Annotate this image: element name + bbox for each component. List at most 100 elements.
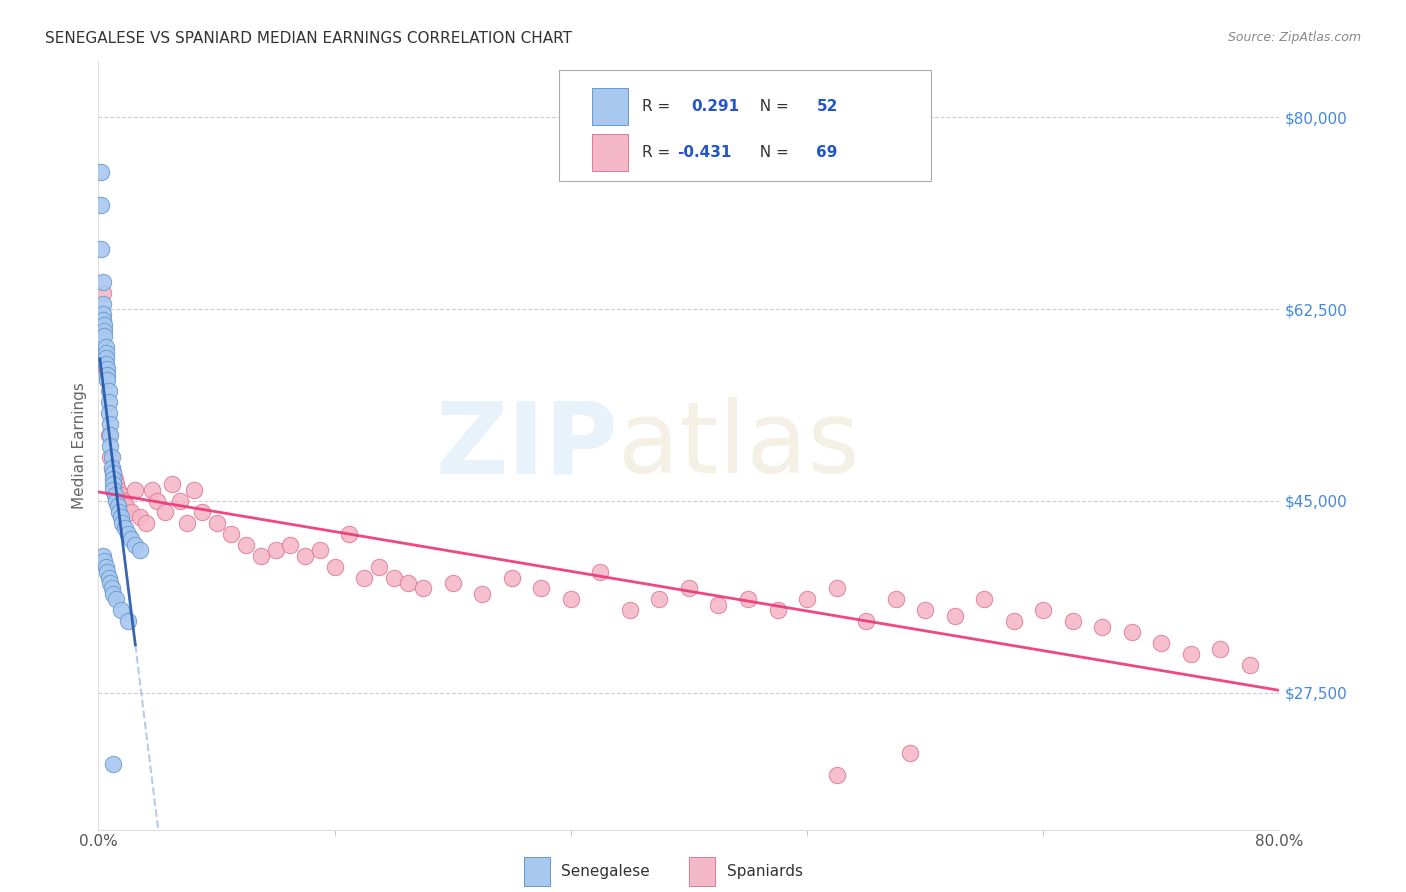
Point [353,570,375,584]
Point [250,549,273,563]
Point [96,373,118,387]
Point [103,477,125,491]
Point [128,510,150,524]
Point [280,538,302,552]
Point [104,472,127,486]
Text: Source: ZipAtlas.com: Source: ZipAtlas.com [1227,31,1361,45]
Point [309,543,332,558]
Point [323,559,346,574]
Point [108,505,131,519]
Point [91,313,114,327]
Point [825,768,848,782]
Point [97,395,120,409]
Point [141,483,163,497]
Point [103,756,125,771]
Point [124,483,146,497]
Point [91,549,114,563]
Point [103,483,125,497]
Point [1121,625,1143,640]
Point [471,587,494,601]
Point [619,603,641,617]
Point [973,592,995,607]
Point [94,559,117,574]
Point [98,417,121,431]
Point [93,554,115,568]
Point [124,538,146,552]
Point [98,428,121,442]
Point [1180,647,1202,661]
Point [766,603,789,617]
Point [93,324,115,338]
Point [382,570,405,584]
Point [368,559,391,574]
Point [796,592,818,607]
Y-axis label: Median Earnings: Median Earnings [72,383,87,509]
Point [191,505,214,519]
Point [104,488,127,502]
Point [1209,641,1232,656]
Point [97,384,120,399]
Point [97,406,120,420]
Point [1062,615,1084,629]
Point [107,483,129,497]
Point [1002,615,1025,629]
Text: R =: R = [641,145,675,160]
Point [100,461,122,475]
Point [398,576,420,591]
Point [90,165,112,179]
Point [1032,603,1054,617]
Point [884,592,907,607]
Point [1239,658,1261,673]
FancyBboxPatch shape [592,134,627,171]
Point [146,493,169,508]
Point [110,603,132,617]
Point [105,592,128,607]
Point [900,746,922,760]
Point [90,198,112,212]
Text: Spaniards: Spaniards [727,864,803,880]
Point [91,285,114,300]
Point [135,516,157,530]
Point [441,576,464,591]
Point [94,340,117,354]
Point [105,477,128,491]
Point [96,565,118,579]
Point [117,526,139,541]
Point [103,472,125,486]
Point [264,543,287,558]
Text: ZIP: ZIP [436,398,619,494]
Point [648,592,671,607]
Point [153,505,176,519]
Point [98,439,121,453]
Point [94,351,117,366]
Text: Senegalese: Senegalese [561,864,650,880]
Point [94,357,117,371]
Point [530,582,553,596]
Point [1091,620,1114,634]
Point [117,615,139,629]
Point [91,308,114,322]
Point [96,368,118,382]
Point [98,576,121,591]
Point [110,510,132,524]
Point [110,488,132,502]
Point [103,467,125,481]
Point [120,532,142,546]
Text: 52: 52 [817,99,838,114]
FancyBboxPatch shape [560,70,931,181]
FancyBboxPatch shape [592,88,627,125]
Point [914,603,936,617]
Point [105,493,128,508]
Point [825,582,848,596]
Point [96,362,118,376]
Point [112,493,135,508]
Text: R =: R = [641,99,675,114]
Point [412,582,434,596]
Point [97,428,120,442]
Point [128,543,150,558]
Point [737,592,759,607]
Point [93,329,115,343]
Point [94,362,117,376]
Point [235,538,257,552]
Text: N =: N = [751,99,794,114]
